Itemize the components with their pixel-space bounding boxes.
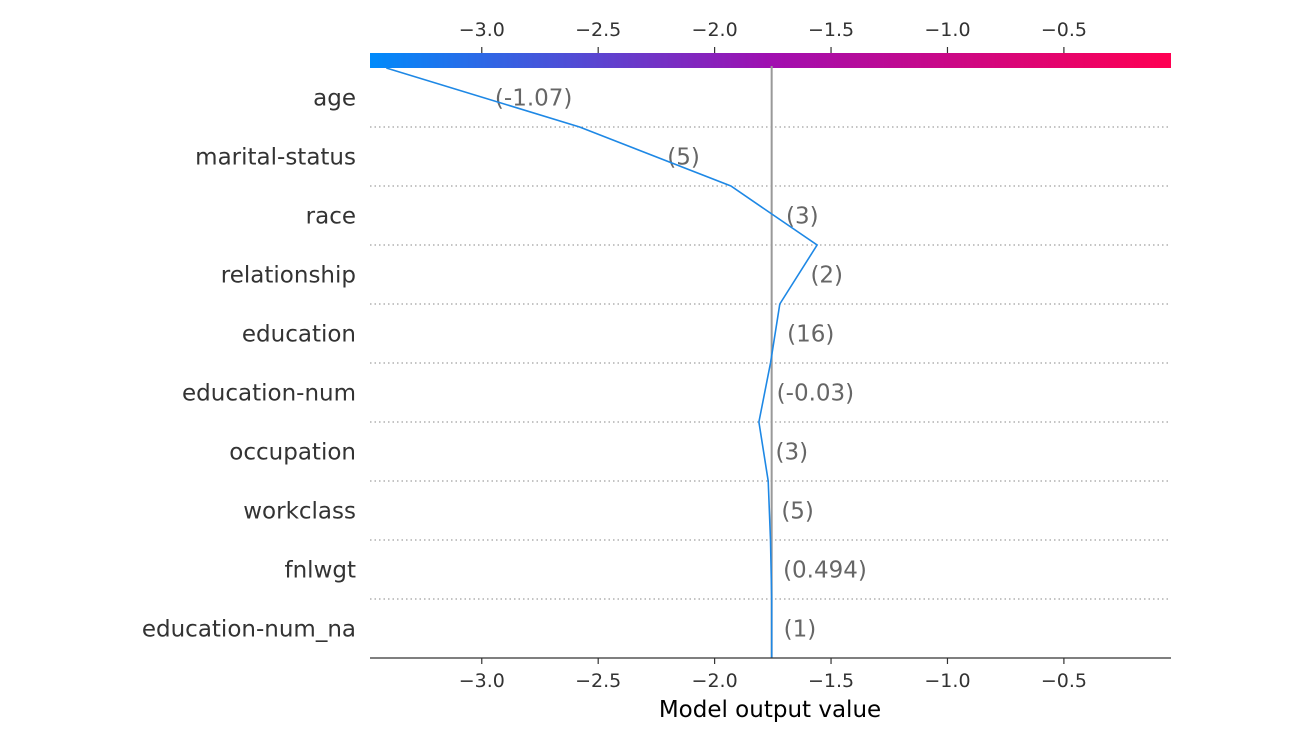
bottom-tick-label: −2.5 [575, 670, 621, 692]
top-tick-label: −1.0 [924, 19, 970, 41]
feature-label: education-num_na [142, 617, 356, 643]
colorbar [370, 53, 1171, 68]
feature-value-label: (2) [810, 263, 843, 289]
feature-value-label: (3) [776, 440, 809, 466]
top-tick-label: −3.0 [459, 19, 505, 41]
feature-label: education-num [182, 381, 356, 407]
bottom-tick-label: −0.5 [1041, 670, 1087, 692]
feature-label: age [313, 86, 356, 112]
feature-value-label: (-1.07) [495, 86, 572, 112]
feature-label: marital-status [195, 145, 356, 171]
decision-path-line [386, 67, 819, 658]
top-tick-label: −0.5 [1041, 19, 1087, 41]
feature-rows: age (-1.07) marital-status (5) race (3) relati… [142, 86, 867, 643]
feature-label: relationship [221, 263, 356, 289]
feature-label: fnlwgt [285, 558, 357, 584]
top-tick-label: −1.5 [808, 19, 854, 41]
top-tick-label: −2.0 [692, 19, 738, 41]
feature-value-label: (5) [781, 499, 814, 525]
bottom-tick-label: −1.0 [924, 670, 970, 692]
feature-value-label: (0.494) [783, 558, 867, 584]
feature-value-label: (16) [787, 322, 834, 348]
feature-value-label: (5) [667, 145, 700, 171]
x-axis-title: Model output value [659, 697, 881, 723]
feature-value-label: (3) [786, 204, 819, 230]
bottom-tick-label: −1.5 [808, 670, 854, 692]
feature-value-label: (-0.03) [777, 381, 854, 407]
bottom-tick-label: −3.0 [459, 670, 505, 692]
bottom-tick-label: −2.0 [692, 670, 738, 692]
feature-label: race [306, 204, 356, 230]
feature-label: occupation [229, 440, 356, 466]
top-tick-label: −2.5 [575, 19, 621, 41]
bottom-axis: −3.0 −2.5 −2.0 −1.5 −1.0 −0.5 [459, 658, 1087, 692]
top-axis: −3.0 −2.5 −2.0 −1.5 −1.0 −0.5 [459, 19, 1087, 53]
feature-label: workclass [243, 499, 356, 525]
feature-label: education [242, 322, 356, 348]
feature-value-label: (1) [784, 617, 817, 643]
